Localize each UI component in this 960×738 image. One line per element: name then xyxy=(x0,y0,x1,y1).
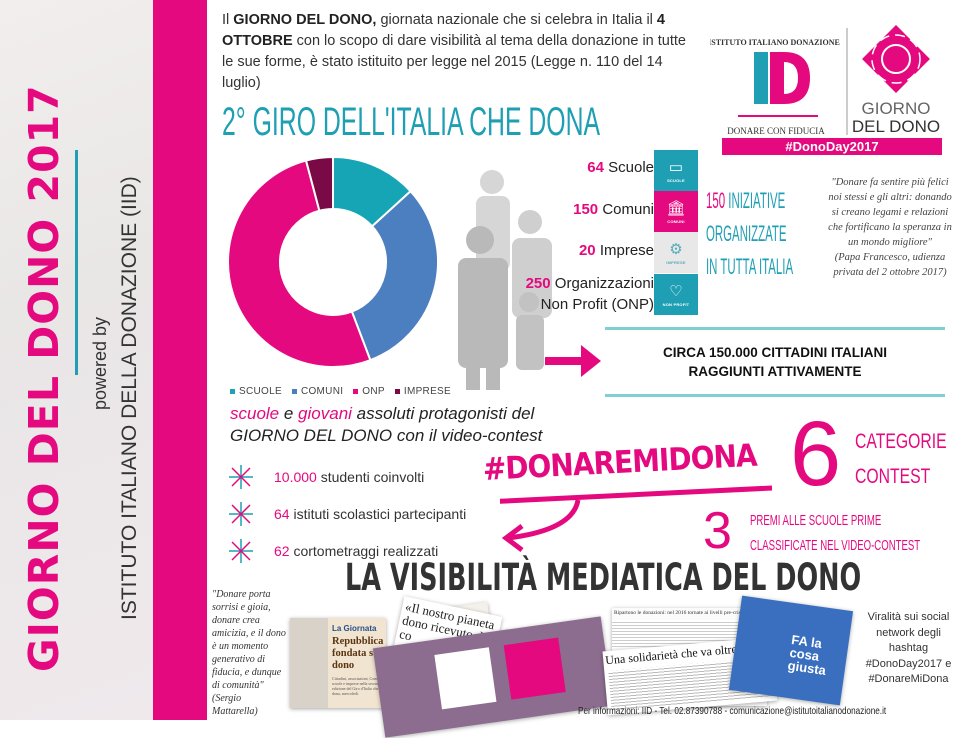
curved-arrow-icon xyxy=(500,485,773,552)
svg-text:DEL DONO: DEL DONO xyxy=(852,117,940,136)
institute-name: ISTITUTO ITALIANO DELLA DONAZIONE (IID) xyxy=(118,176,141,620)
stat-scuole: 64 Scuole xyxy=(587,159,654,176)
gears-icon: ⚙ IMPRESE xyxy=(654,232,698,273)
footer-contact: Per informazioni: IID - Tel. 02.87390788… xyxy=(578,705,887,717)
stat-organizzazioni: 250 Organizzazioni Non Profit (ONP) xyxy=(525,275,654,313)
divider-line xyxy=(75,150,78,375)
initiatives-summary: 150 INIZIATIVE ORGANIZZATE IN TUTTA ITAL… xyxy=(706,188,794,279)
contest-stat: 62 cortometraggi realizzati xyxy=(228,538,438,564)
chart-legend: SCUOLE COMUNI ONP IMPRESE xyxy=(230,386,451,397)
stat-imprese: 20 Imprese xyxy=(578,242,654,259)
book-icon: ▭ SCUOLE xyxy=(654,150,698,191)
mattarella-quote: "Donare porta sorrisi e gioia, donare cr… xyxy=(212,589,286,717)
tv-screenshot-fa-la-cosa-giusta: FA la cosa giusta xyxy=(728,595,854,706)
donut-slice-comuni xyxy=(350,189,439,362)
intro-paragraph: Il GIORNO DEL DONO, giornata nazionale c… xyxy=(222,12,686,91)
donut-slice-onp xyxy=(227,159,372,368)
powered-by: powered by xyxy=(90,316,110,410)
town-hall-icon: 🏛 COMUNI xyxy=(654,191,698,232)
svg-text:ISTITUTO ITALIANO DONAZIONE: ISTITUTO ITALIANO DONAZIONE xyxy=(710,38,840,47)
section-title: 2° GIRO DELL'ITALIA CHE DONA xyxy=(222,100,601,144)
asterisk-icon xyxy=(229,465,253,489)
heart-icon: ♡ NON PROFIT xyxy=(654,274,698,315)
arrow-right-icon xyxy=(545,345,601,377)
left-panel: GIORNO DEL DONO 2017 powered by ISTITUTO… xyxy=(0,0,153,720)
stat-comuni: 150 Comuni xyxy=(573,201,654,218)
svg-text:GIORNO: GIORNO xyxy=(862,99,931,118)
svg-text:#DonoDay2017: #DonoDay2017 xyxy=(785,139,878,154)
prizes-number: 3 xyxy=(703,502,732,560)
vertical-title: GIORNO DEL DONO 2017 xyxy=(20,84,68,672)
asterisk-icon xyxy=(229,502,253,526)
legend-item: COMUNI xyxy=(291,386,343,397)
categories-number: 6 xyxy=(790,403,842,505)
people-silhouettes-icon xyxy=(458,170,552,390)
iid-logo: ISTITUTO ITALIANO DONAZIONE DONARE CON F… xyxy=(708,25,942,155)
asterisk-icon xyxy=(229,539,253,563)
logos: ISTITUTO ITALIANO DONAZIONE DONARE CON F… xyxy=(708,10,955,155)
legend-item: ONP xyxy=(353,386,385,397)
legend-item: SCUOLE xyxy=(230,386,282,397)
legend-item: IMPRESE xyxy=(394,386,451,397)
giorno-del-dono-emblem xyxy=(862,25,930,93)
reach-box: CIRCA 150.000 CITTADINI ITALIANI RAGGIUNT… xyxy=(605,327,945,397)
donut-chart xyxy=(227,155,439,368)
categories-label: CATEGORIE CONTEST xyxy=(855,430,947,488)
svg-text:DONARE CON FIDUCIA: DONARE CON FIDUCIA xyxy=(727,126,825,136)
virality-note: Viralità sui social network degli hashta… xyxy=(865,611,952,685)
pope-quote: "Donare fa sentire più felici noi stessi… xyxy=(828,177,952,278)
contest-intro: scuole e giovani assoluti protagonisti d… xyxy=(230,404,543,445)
contest-stat: 64 istituti scolastici partecipanti xyxy=(228,501,466,527)
pink-band xyxy=(153,0,207,720)
contest-stat: 10.000 studenti coinvolti xyxy=(228,464,424,490)
prizes-label: PREMI ALLE SCUOLE PRIME CLASSIFICATE NEL … xyxy=(750,512,921,554)
media-title: LA VISIBILITÀ MEDIATICA DEL DONO xyxy=(345,556,862,599)
press-clipping-la-giornata: La Giornata Repubblica fondata sul dono … xyxy=(290,618,386,708)
donut-slice-imprese xyxy=(304,155,334,212)
